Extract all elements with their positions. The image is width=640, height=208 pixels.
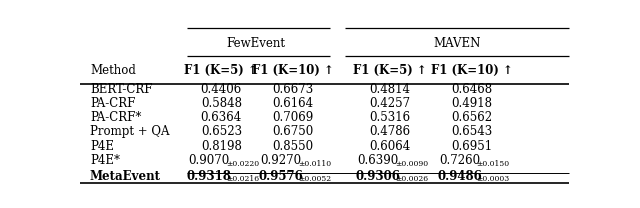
Text: 0.4918: 0.4918 — [451, 97, 492, 110]
Text: 0.6064: 0.6064 — [369, 140, 411, 153]
Text: 0.8198: 0.8198 — [201, 140, 242, 153]
Text: 0.6468: 0.6468 — [451, 83, 492, 96]
Text: 0.7260: 0.7260 — [439, 154, 480, 167]
Text: ±0.0150: ±0.0150 — [477, 160, 509, 167]
Text: F1 (K=10) ↑: F1 (K=10) ↑ — [431, 64, 513, 77]
Text: 0.5848: 0.5848 — [201, 97, 242, 110]
Text: 0.9318: 0.9318 — [186, 170, 232, 183]
Text: 0.6562: 0.6562 — [451, 111, 492, 124]
Text: ±0.0052: ±0.0052 — [298, 175, 331, 183]
Text: 0.5316: 0.5316 — [369, 111, 411, 124]
Text: 0.6750: 0.6750 — [273, 125, 314, 138]
Text: 0.6523: 0.6523 — [201, 125, 242, 138]
Text: 0.4814: 0.4814 — [369, 83, 410, 96]
Text: PA-CRF*: PA-CRF* — [90, 111, 141, 124]
Text: 0.9270: 0.9270 — [260, 154, 301, 167]
Text: ±0.0110: ±0.0110 — [298, 160, 331, 167]
Text: MetaEvent: MetaEvent — [90, 170, 161, 183]
Text: ±0.0090: ±0.0090 — [395, 160, 428, 167]
Text: 0.6951: 0.6951 — [451, 140, 492, 153]
Text: ±0.0220: ±0.0220 — [226, 160, 259, 167]
Text: 0.6673: 0.6673 — [273, 83, 314, 96]
Text: FewEvent: FewEvent — [227, 37, 285, 50]
Text: 0.8550: 0.8550 — [273, 140, 314, 153]
Text: Method: Method — [90, 64, 136, 77]
Text: Prompt + QA: Prompt + QA — [90, 125, 170, 138]
Text: MAVEN: MAVEN — [433, 37, 481, 50]
Text: F1 (K=5) ↑: F1 (K=5) ↑ — [353, 64, 427, 77]
Text: ±0.0216: ±0.0216 — [226, 175, 259, 183]
Text: P4E*: P4E* — [90, 154, 120, 167]
Text: F1 (K=10) ↑: F1 (K=10) ↑ — [252, 64, 334, 77]
Text: PA-CRF: PA-CRF — [90, 97, 135, 110]
Text: 0.6164: 0.6164 — [273, 97, 314, 110]
Text: 0.7069: 0.7069 — [273, 111, 314, 124]
Text: 0.9486: 0.9486 — [437, 170, 482, 183]
Text: 0.6390: 0.6390 — [357, 154, 398, 167]
Text: ±0.0026: ±0.0026 — [395, 175, 428, 183]
Text: ±0.0003: ±0.0003 — [477, 175, 510, 183]
Text: 0.6364: 0.6364 — [201, 111, 242, 124]
Text: 0.4406: 0.4406 — [201, 83, 242, 96]
Text: 0.4257: 0.4257 — [369, 97, 411, 110]
Text: 0.6543: 0.6543 — [451, 125, 492, 138]
Text: F1 (K=5) ↑: F1 (K=5) ↑ — [184, 64, 258, 77]
Text: 0.9576: 0.9576 — [259, 170, 303, 183]
Text: BERT-CRF: BERT-CRF — [90, 83, 152, 96]
Text: 0.9306: 0.9306 — [355, 170, 400, 183]
Text: P4E: P4E — [90, 140, 114, 153]
Text: 0.9070: 0.9070 — [188, 154, 230, 167]
Text: 0.4786: 0.4786 — [369, 125, 411, 138]
